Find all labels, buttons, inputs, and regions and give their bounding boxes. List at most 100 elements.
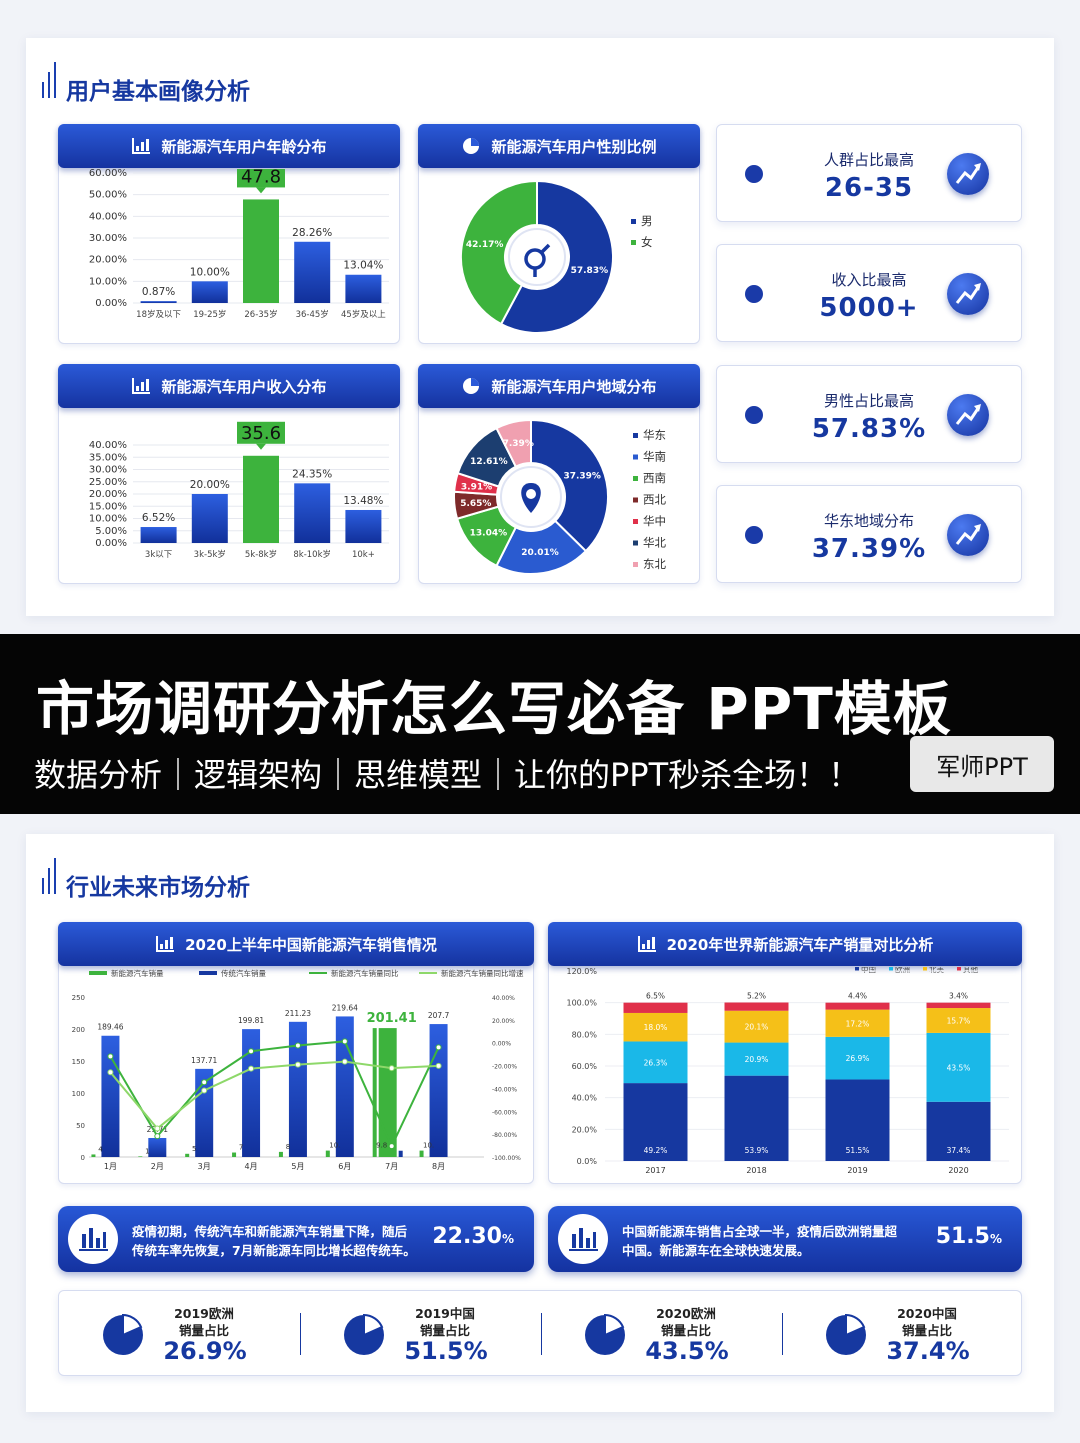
legend-label: 新能源汽车销量同比 — [331, 968, 399, 978]
y-tick-label: 5.00% — [95, 526, 127, 537]
panel-title: 新能源汽车用户年龄分布 — [161, 137, 327, 156]
segment-value-label: 43.5% — [947, 1063, 971, 1072]
summary-bar-left: 疫情初期，传统汽车和新能源汽车销量下降，随后 传统车率先恢复，7月新能源车同比增长… — [58, 1206, 534, 1272]
panel-title: 新能源汽车用户地域分布 — [491, 377, 657, 396]
bar-ice-sales — [242, 1029, 261, 1157]
summary-line: 中国新能源车销售占全球一半，疫情后欧洲销量超 — [622, 1224, 898, 1239]
summary-line: 疫情初期，传统汽车和新能源汽车销量下降，随后 — [132, 1224, 408, 1239]
y-tick-label: 50.00% — [89, 190, 127, 201]
line-point — [201, 1079, 208, 1086]
summary-value: 22.30% — [432, 1224, 514, 1249]
stacked-segment — [825, 1079, 890, 1161]
bar-chart-icon — [637, 936, 656, 952]
x-tick-label: 5k-8k岁 — [245, 549, 277, 560]
bar-nev-sales — [278, 1151, 283, 1157]
stacked-segment — [825, 1009, 890, 1037]
stat-item: 2019中国 销量占比 51.5% — [300, 1291, 541, 1377]
segment-value-label: 53.9% — [745, 1146, 769, 1155]
stat-label-line: 2019中国 — [415, 1306, 475, 1321]
stacked-segment — [623, 1041, 688, 1084]
panel-header: 新能源汽车用户性别比例 — [418, 124, 700, 168]
bar-value-label: 6.52% — [142, 512, 175, 524]
bar-ice-sales — [101, 1035, 120, 1157]
bar-ice-sales — [148, 1137, 167, 1157]
summary-unit: % — [989, 1232, 1002, 1246]
small-value-label: 7 — [239, 1144, 243, 1152]
stat-label-line: 2020中国 — [897, 1306, 957, 1321]
stat-label-line: 2020欧洲 — [656, 1306, 716, 1321]
bar-ice-sales — [398, 1150, 403, 1157]
x-tick-label: 5月 — [291, 1162, 304, 1171]
pie-slice — [495, 418, 532, 468]
y-tick-label: 0.00% — [95, 538, 127, 549]
segment-value-label: 49.2% — [644, 1146, 668, 1155]
y2-tick-label: -60.00% — [492, 1109, 517, 1116]
bar-value-label: 201.41 — [367, 1011, 417, 1026]
legend-swatch — [633, 562, 638, 567]
y-tick-label: 20.00% — [89, 255, 127, 266]
panel-header: 新能源汽车用户年龄分布 — [58, 124, 400, 168]
legend-swatch — [631, 219, 636, 224]
title-bars-decoration — [38, 62, 64, 98]
line-point — [294, 1042, 301, 1049]
bar — [345, 509, 382, 543]
slice-value-label: 5.65% — [460, 499, 491, 509]
bullet-dot — [745, 165, 763, 183]
stat-label: 2019中国 销量占比 — [410, 1305, 480, 1339]
stat-label: 2020中国 销量占比 — [892, 1305, 962, 1339]
line-point — [107, 1069, 114, 1076]
bullet-dot — [745, 406, 763, 424]
sales-combo-chart: 新能源汽车销量 传统汽车销量 新能源汽车销量同比 新能源汽车销量同比增速 0 50 100 1… — [72, 968, 524, 1171]
pie-chart-icon — [463, 138, 480, 154]
slice-value-label: 3.91% — [461, 482, 492, 492]
stat-card: 男性占比最高 57.83% — [716, 365, 1022, 463]
card-value: 26-35 — [824, 173, 914, 203]
line-point — [201, 1087, 208, 1094]
y2-tick-label: -20.00% — [492, 1064, 517, 1071]
x-tick-label: 7月 — [385, 1162, 398, 1171]
section-title: 行业未来市场分析 — [42, 858, 250, 902]
bar-ice-sales — [288, 1021, 307, 1157]
segment-value-label: 51.5% — [846, 1146, 870, 1155]
y-tick-label: 60.0% — [572, 1062, 598, 1071]
x-tick-label: 3k以下 — [145, 550, 173, 560]
y-tick-label: 20.00% — [89, 489, 127, 500]
line-nev-yoy-growth — [109, 1060, 439, 1130]
segment-value-label: 15.7% — [947, 1016, 971, 1025]
divider — [782, 1313, 783, 1355]
legend-label: 新能源汽车销量同比增速 — [441, 968, 524, 978]
y-tick-label: 0 — [81, 1154, 85, 1162]
line-point — [388, 1143, 395, 1150]
gender-symbol-icon — [539, 243, 551, 255]
segment-value-label: 3.4% — [949, 992, 968, 1001]
segment-value-label: 6.5% — [646, 992, 665, 1001]
stat-label-line: 2019欧洲 — [174, 1306, 234, 1321]
summary-unit: % — [501, 1232, 514, 1246]
pie-slice — [460, 179, 538, 326]
stat-label: 2019欧洲 销量占比 — [169, 1305, 239, 1339]
line-point — [341, 1038, 348, 1045]
bar-value-label: 13.04% — [343, 260, 383, 272]
y-tick-label: 100.0% — [566, 999, 597, 1008]
bar — [294, 241, 331, 303]
card-value: 5000+ — [819, 293, 919, 323]
bar — [345, 274, 382, 303]
banner-subtitle: 数据分析｜逻辑架构｜思维模型｜让你的PPT秒杀全场！！ — [34, 756, 861, 794]
y-tick-label: 30.00% — [89, 465, 127, 476]
legend-swatch — [633, 476, 638, 481]
line-point — [435, 1062, 442, 1069]
x-tick-label: 4月 — [245, 1162, 258, 1171]
bar-value-label: 10.00% — [190, 266, 230, 278]
x-tick-label: 3k-5k岁 — [194, 549, 226, 560]
y-tick-label: 10.00% — [89, 276, 127, 287]
line-point — [107, 1053, 114, 1060]
stat-label: 2020欧洲 销量占比 — [651, 1305, 721, 1339]
bar-value-label: 20.00% — [190, 479, 230, 491]
small-value-label: 10. — [329, 1142, 340, 1150]
brand-badge: 军师PPT — [910, 736, 1054, 792]
legend-swatch — [957, 967, 961, 971]
bar-ice-sales — [335, 1016, 354, 1157]
segment-value-label: 4.4% — [848, 992, 867, 1001]
region-donut-chart: 37.39% 20.01% 13.04% 5.65% 3.91% 12.61% 7.39% 华… — [453, 418, 666, 575]
income-bar-chart: 0.00%5.00%10.00%15.00%20.00%25.00%30.00%… — [89, 421, 389, 560]
